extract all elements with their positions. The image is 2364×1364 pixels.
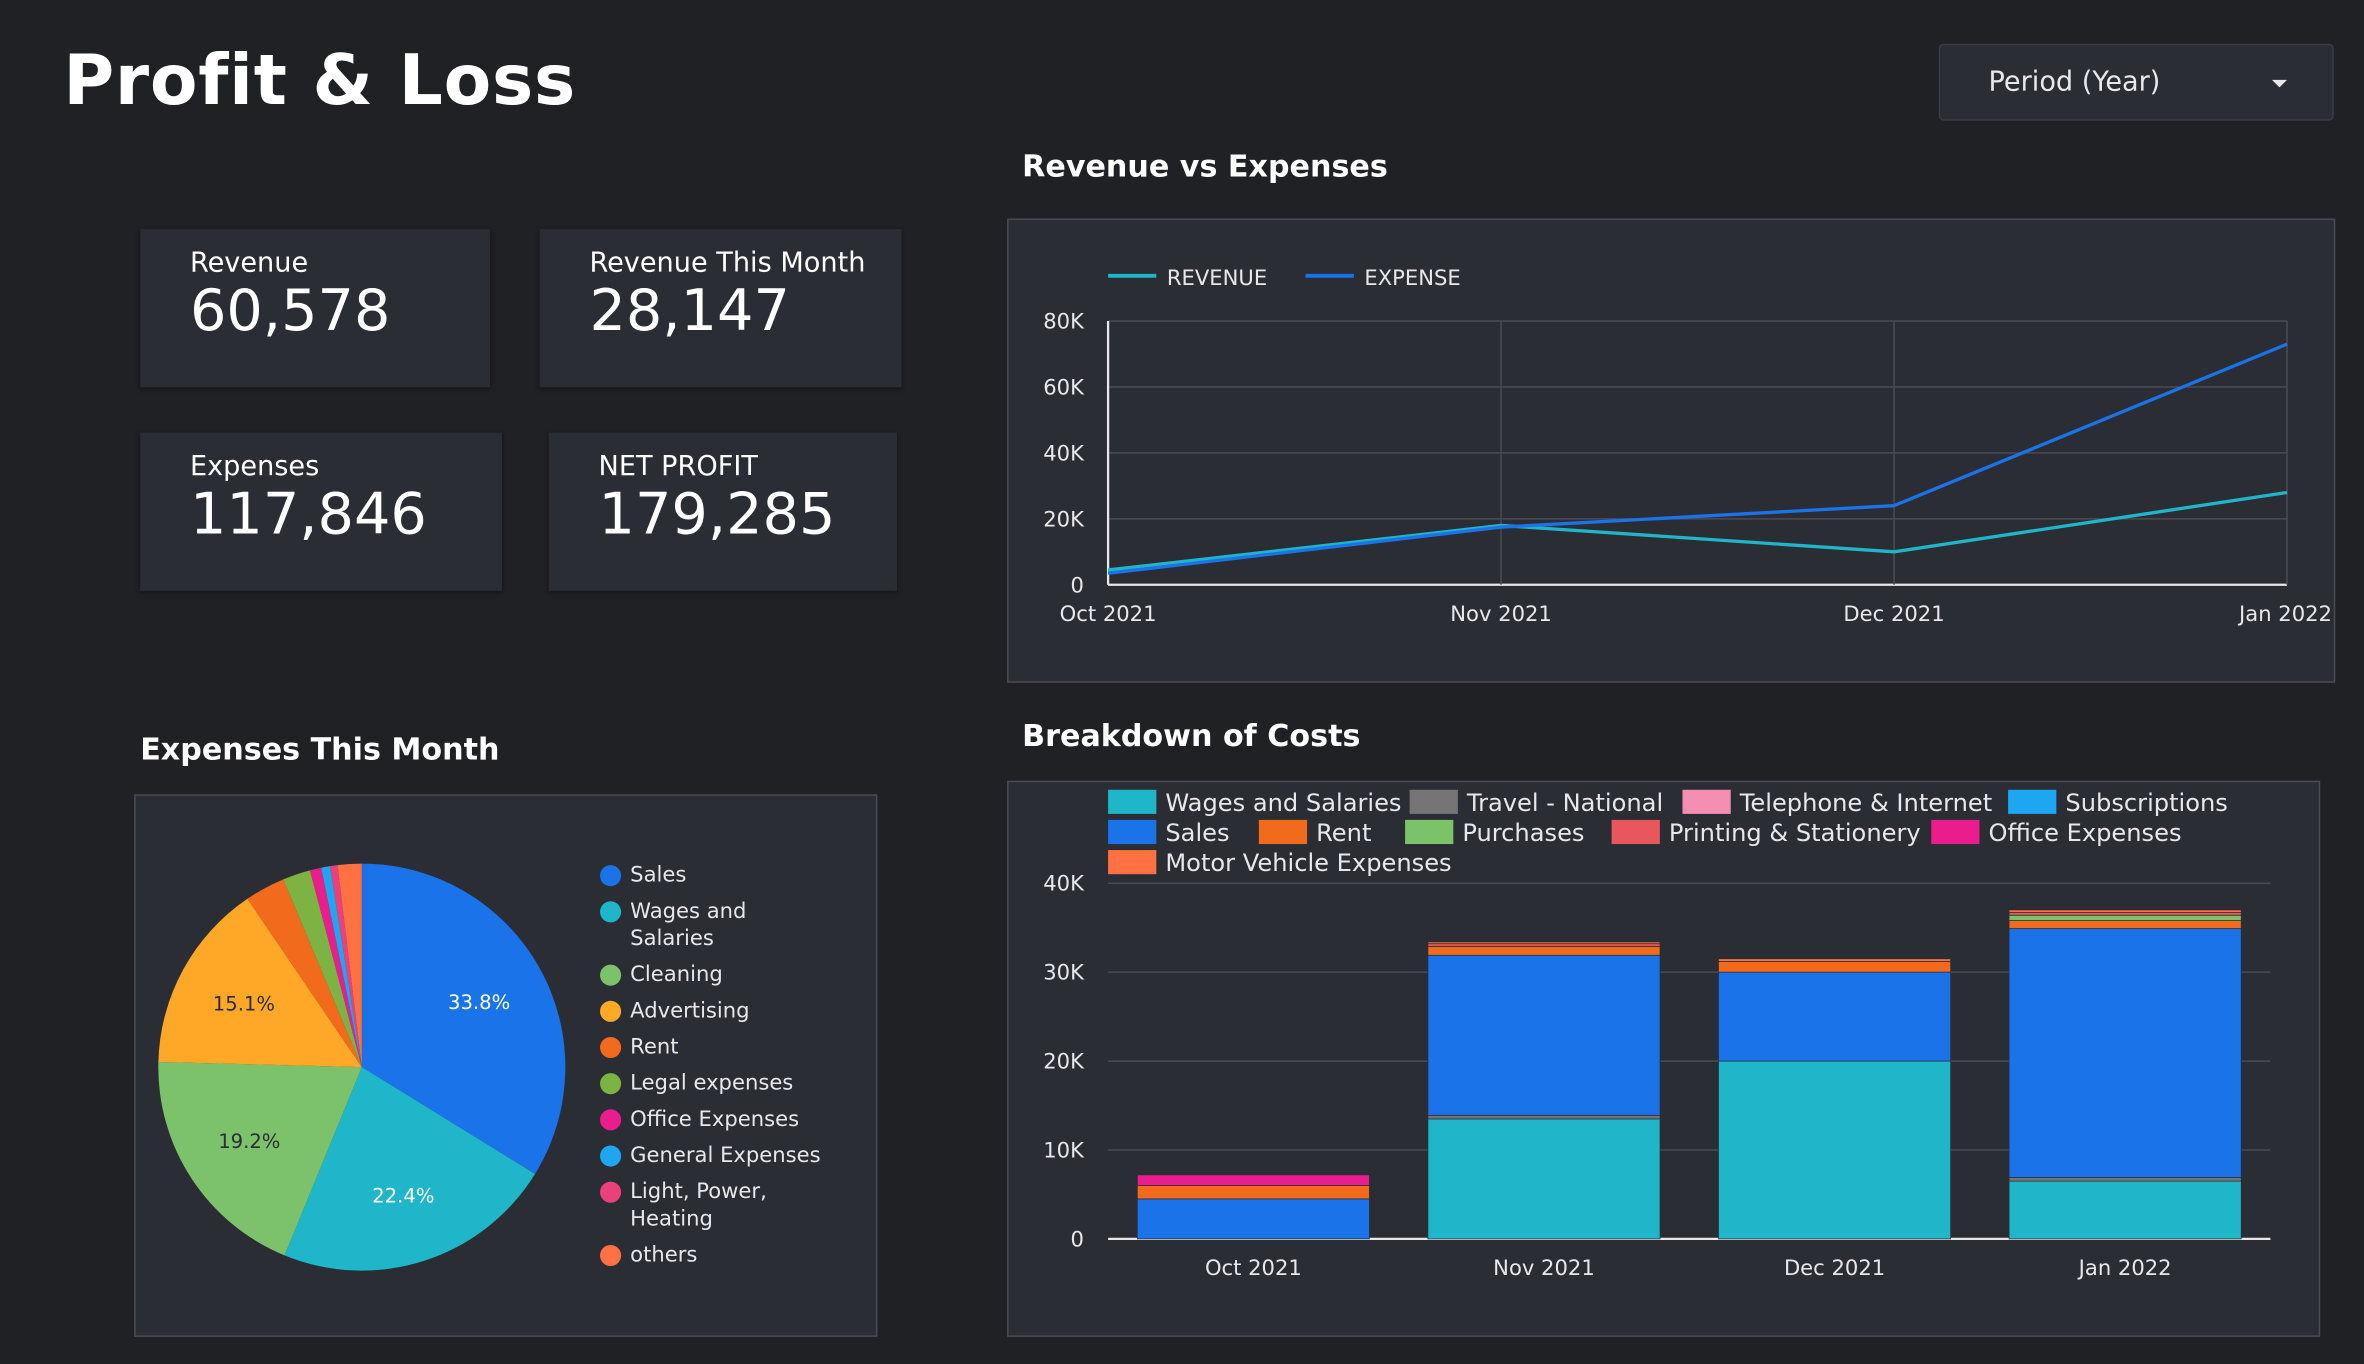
pie-legend-item: General Expenses <box>600 1142 871 1169</box>
caret-down-icon <box>2271 79 2288 88</box>
bar-legend-swatch <box>1108 850 1157 875</box>
kpi-revenue-month-label: Revenue This Month <box>589 247 866 279</box>
pie-legend-label: others <box>630 1243 698 1268</box>
kpi-expenses-value: 117,846 <box>189 480 427 548</box>
pie-legend-label: Sales <box>630 863 687 888</box>
pie-legend-dot <box>600 1073 622 1095</box>
bar-legend-label: Telephone & Internet <box>1739 787 1993 817</box>
pie-legend-item: Cleaning <box>600 962 871 989</box>
kpi-net-profit: NET PROFIT 179,285 <box>548 432 898 591</box>
pie-legend-dot <box>600 1244 622 1267</box>
bar-legend-label: Office Expenses <box>1988 817 2182 847</box>
bar-legend-label: Travel - National <box>1466 787 1664 817</box>
bar-legend-label: Printing & Stationery <box>1668 817 1921 847</box>
pie-legend-label: Wages and Salaries <box>630 899 747 952</box>
bar-legend-item: Printing & Stationery <box>1611 817 1921 847</box>
pie-legend-dot <box>600 901 622 923</box>
kpi-revenue-month-value: 28,147 <box>589 277 790 344</box>
pie-legend-dot <box>600 964 622 986</box>
bar-legend-item: Motor Vehicle Expenses <box>1108 847 1452 877</box>
bar-legend-swatch <box>2008 789 2057 814</box>
bar-legend-item: Purchases <box>1405 817 1585 847</box>
bar-legend-item: Subscriptions <box>2008 787 2228 817</box>
pie-legend-item: others <box>600 1242 871 1269</box>
bar-legend-item: Sales <box>1108 817 1230 847</box>
kpi-revenue-label: Revenue <box>189 247 309 279</box>
pie-legend-dot <box>600 1181 622 1203</box>
pie-legend-label: General Expenses <box>630 1143 821 1169</box>
pie-legend-item: Light, Power, Heating <box>600 1179 871 1233</box>
bar-legend-item: Rent <box>1258 817 1372 847</box>
bar-legend-label: Subscriptions <box>2065 787 2228 817</box>
bar-legend-label: Sales <box>1165 817 1230 847</box>
pie-legend-label: Legal expenses <box>630 1071 794 1096</box>
pie-legend-item: Advertising <box>600 998 871 1025</box>
bar-legend-item: Office Expenses <box>1931 817 2182 847</box>
pie-legend-item: Office Expenses <box>600 1106 871 1133</box>
kpi-expenses-label: Expenses <box>189 450 320 483</box>
bar-legend-label: Purchases <box>1462 817 1585 847</box>
period-dropdown[interactable]: Period (Year) <box>1938 43 2334 121</box>
bar-legend-swatch <box>1108 819 1157 845</box>
line-chart-title: Revenue vs Expenses <box>1022 147 1388 184</box>
pie-legend-dot <box>600 1109 622 1131</box>
pie-chart-title: Expenses This Month <box>140 730 500 768</box>
kpi-expenses: Expenses 117,846 <box>140 432 503 591</box>
pie-legend-item: Rent <box>600 1034 871 1061</box>
bar-legend-swatch <box>1682 789 1731 814</box>
bar-legend-swatch <box>1611 819 1660 845</box>
pie-legend-label: Light, Power, Heating <box>630 1180 767 1232</box>
period-label: Period (Year) <box>1988 66 2161 98</box>
kpi-revenue-value: 60,578 <box>189 277 391 344</box>
bar-legend-item: Telephone & Internet <box>1682 787 1993 817</box>
pie-legend-dot <box>600 1145 622 1167</box>
pie-legend-label: Rent <box>630 1035 679 1060</box>
pie-legend-item: Legal expenses <box>600 1070 871 1097</box>
kpi-net-profit-label: NET PROFIT <box>598 450 758 483</box>
pie-legend-label: Cleaning <box>630 963 723 988</box>
pie-legend-dot <box>600 1036 622 1059</box>
bar-legend-swatch <box>1258 819 1308 845</box>
bar-legend-swatch <box>1108 789 1157 814</box>
kpi-revenue-month: Revenue This Month 28,147 <box>539 229 902 388</box>
bar-legend-label: Wages and Salaries <box>1165 787 1402 817</box>
pie-legend-label: Advertising <box>630 999 750 1024</box>
kpi-net-profit-value: 179,285 <box>598 480 836 548</box>
bar-legend-item: Wages and Salaries <box>1108 787 1402 817</box>
bar-legend-label: Rent <box>1316 817 1372 847</box>
page-title: Profit & Loss <box>63 39 577 121</box>
pie-legend-item: Wages and Salaries <box>600 898 871 952</box>
kpi-revenue: Revenue 60,578 <box>140 229 490 388</box>
bar-legend-label: Motor Vehicle Expenses <box>1165 847 1452 877</box>
pie-legend: Sales Wages and Salaries Cleaning Advertisi… <box>600 862 871 1278</box>
bar-legend-swatch <box>1409 789 1458 814</box>
bar-legend-swatch <box>1931 819 1980 845</box>
bar-chart-title: Breakdown of Costs <box>1022 717 1361 754</box>
pie-legend-label: Office Expenses <box>630 1107 800 1132</box>
pie-legend-dot <box>600 865 622 887</box>
pie-legend-item: Sales <box>600 862 871 889</box>
pie-legend-dot <box>600 1000 622 1022</box>
bar-legend-swatch <box>1405 819 1454 845</box>
line-chart-panel <box>1007 218 2336 683</box>
bar-legend-item: Travel - National <box>1409 787 1664 817</box>
